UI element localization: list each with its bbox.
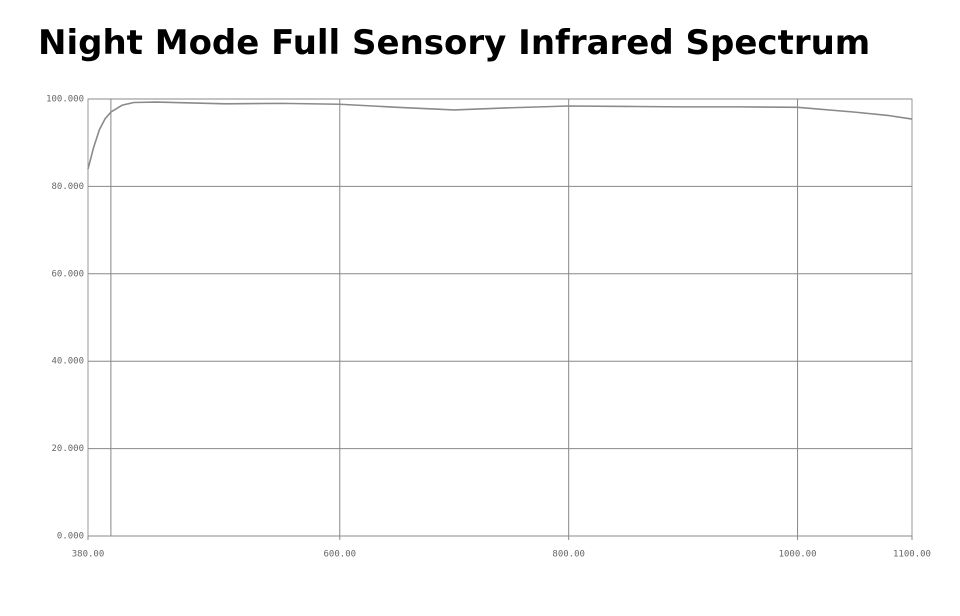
y-tick-label: 80.000 [51, 182, 84, 192]
plot-area [87, 98, 913, 537]
y-tick-label: 100.000 [46, 95, 84, 105]
y-tick-label: 60.000 [51, 269, 84, 279]
y-tick-label: 20.000 [51, 444, 84, 454]
x-tick-label: 1000.00 [779, 550, 817, 560]
x-tick-label: 1100.00 [893, 550, 931, 560]
y-tick-label: 40.000 [51, 357, 84, 367]
chart-title: Night Mode Full Sensory Infrared Spectru… [38, 23, 870, 63]
x-tick-label: 600.00 [324, 550, 357, 560]
data-line [87, 101, 913, 170]
y-tick-label: 0.000 [57, 532, 84, 542]
x-tick-label: 380.00 [72, 550, 105, 560]
x-tick-label: 800.00 [552, 550, 585, 560]
